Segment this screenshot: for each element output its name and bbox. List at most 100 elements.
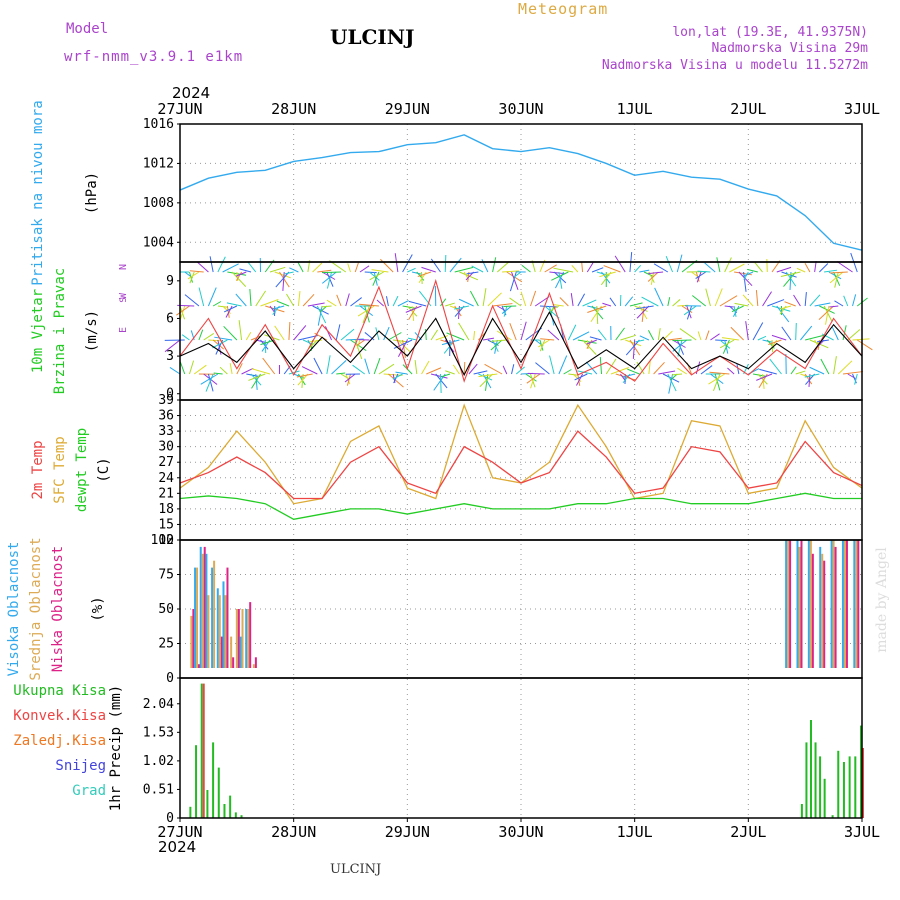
wind-arrow bbox=[248, 373, 266, 381]
wind-arrow bbox=[513, 271, 522, 278]
wind-arrow bbox=[732, 305, 740, 317]
wind-arrow bbox=[549, 271, 565, 275]
wind-arrow bbox=[344, 373, 356, 383]
precip-bar bbox=[195, 745, 198, 818]
wind-arrow bbox=[435, 373, 448, 389]
wind-arrow bbox=[392, 373, 403, 380]
precip-bar bbox=[206, 790, 209, 818]
cloud-bar bbox=[237, 609, 240, 668]
wind-arrow bbox=[742, 294, 754, 307]
wind-arrow bbox=[490, 339, 503, 351]
wind-arrow bbox=[272, 305, 285, 310]
wind-arrow bbox=[668, 373, 674, 394]
compass-e: E bbox=[118, 327, 129, 333]
cloud-bar bbox=[834, 546, 837, 668]
panel-frame bbox=[179, 677, 863, 819]
wind-arrow bbox=[734, 271, 752, 276]
footer-station: ULCINJ bbox=[330, 862, 382, 877]
wind-arrow bbox=[454, 266, 474, 273]
wind-arrow bbox=[679, 328, 697, 341]
y-tick-label: 6 bbox=[166, 311, 174, 326]
wind-arrow bbox=[804, 292, 807, 307]
wind-arrow bbox=[492, 303, 513, 307]
wind-arrow bbox=[819, 305, 835, 314]
wind-arrow bbox=[539, 339, 546, 352]
wind-arrow bbox=[648, 330, 655, 341]
wind-arrow bbox=[722, 339, 730, 354]
wind-arrow bbox=[752, 322, 764, 341]
wind-arrow bbox=[650, 271, 655, 285]
wind-arrow bbox=[771, 334, 787, 341]
wind-arrow bbox=[302, 293, 315, 307]
wind-arrow bbox=[603, 265, 621, 273]
wind-unit: (m/s) bbox=[84, 310, 100, 352]
wind-arrow bbox=[219, 366, 228, 375]
wind-arrow bbox=[714, 288, 723, 307]
cloud-bar bbox=[207, 595, 210, 668]
dewpt-label: dewpt Temp bbox=[74, 428, 90, 512]
wind-arrow bbox=[262, 357, 276, 375]
cloud-bar bbox=[211, 567, 214, 668]
wind-arrow bbox=[288, 321, 291, 341]
wind-arrow bbox=[441, 373, 451, 378]
wind-arrow bbox=[521, 264, 531, 273]
wind-arrow bbox=[530, 373, 536, 389]
wind-arrow bbox=[238, 320, 243, 341]
mid-cloud-label: Srednja Oblacnost bbox=[28, 537, 44, 680]
x-tick-label-top: 27JUN bbox=[157, 100, 202, 118]
wind-arrow bbox=[357, 305, 375, 317]
wind-arrow bbox=[591, 267, 604, 273]
cloud-bar bbox=[222, 581, 225, 668]
x-tick-label-bottom: 28JUN bbox=[271, 823, 316, 841]
wind-arrow bbox=[223, 325, 238, 341]
x-tick-label-bottom: 2JUL bbox=[730, 823, 766, 841]
wind-arrow bbox=[313, 357, 323, 375]
wind-arrow bbox=[511, 271, 519, 291]
wind-arrow bbox=[250, 335, 261, 341]
wind-arrow bbox=[540, 338, 555, 341]
wind-arrow bbox=[700, 365, 713, 375]
x-tick-label-bottom: 3JUL bbox=[844, 823, 880, 841]
pressure-line bbox=[179, 134, 863, 251]
wind-arrow bbox=[411, 271, 422, 275]
wind-arrow bbox=[364, 305, 370, 323]
wind-arrow bbox=[710, 333, 720, 341]
wind-arrow bbox=[198, 287, 205, 307]
y-tick-label: 30 bbox=[158, 440, 174, 455]
wind-arrow bbox=[677, 367, 688, 375]
wind-arrow bbox=[213, 372, 223, 375]
cloud-bar bbox=[811, 553, 814, 668]
wind-arrow bbox=[586, 339, 597, 345]
wind-arrow bbox=[843, 295, 849, 307]
wind-arrow bbox=[317, 305, 323, 326]
model-name: wrf-nmm_v3.9.1 e1km bbox=[64, 49, 244, 65]
wind-arrow bbox=[697, 270, 711, 273]
year-top: 2024 bbox=[172, 84, 211, 102]
cloud-bar bbox=[853, 540, 856, 668]
y-tick-label: 1004 bbox=[143, 235, 174, 250]
wind-arrow bbox=[587, 305, 604, 311]
wind-arrow bbox=[672, 299, 681, 307]
wind-arrow bbox=[793, 294, 801, 307]
wind-arrow bbox=[207, 287, 217, 307]
wind-arrow bbox=[804, 263, 811, 273]
wind-arrow bbox=[397, 300, 409, 307]
wind-arrow bbox=[795, 322, 797, 341]
wind-arrow bbox=[388, 332, 402, 341]
pressure-title: Pritisak na nivou mora bbox=[30, 100, 46, 285]
wind-arrow bbox=[796, 267, 806, 273]
wind-arrow bbox=[814, 261, 817, 273]
wind-arrow bbox=[449, 257, 462, 273]
wind-arrow bbox=[776, 266, 792, 273]
wind-arrow bbox=[345, 373, 351, 385]
wind-arrow bbox=[632, 339, 636, 359]
y-tick-label: 1.53 bbox=[143, 725, 174, 740]
cloud-bar bbox=[247, 609, 250, 668]
cloud-bar bbox=[199, 546, 202, 668]
wind-arrow bbox=[527, 372, 545, 375]
wind-arrow bbox=[804, 373, 820, 378]
wind-arrow bbox=[483, 337, 495, 341]
precip-bar bbox=[805, 742, 808, 818]
wind-arrow bbox=[288, 370, 300, 375]
wind-arrow bbox=[217, 256, 226, 273]
